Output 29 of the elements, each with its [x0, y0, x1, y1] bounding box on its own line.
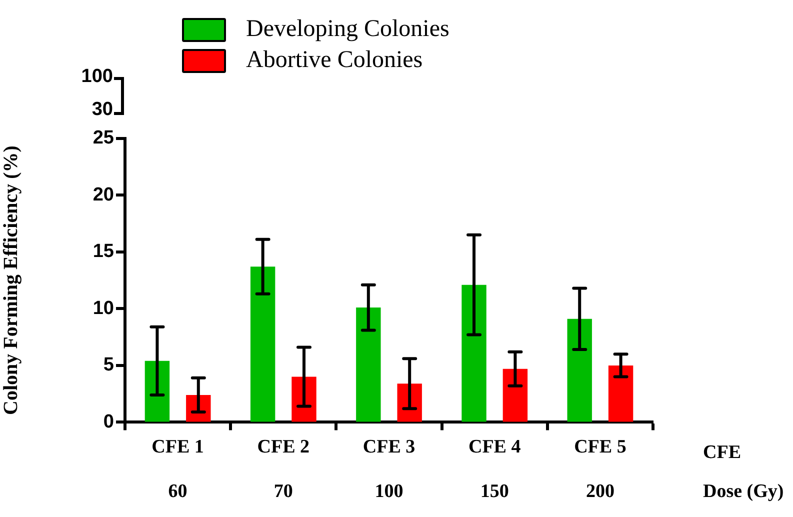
bar — [567, 318, 592, 422]
text: Dose (Gy) — [703, 481, 784, 502]
legend-label: Abortive Colonies — [246, 46, 423, 75]
y-tick-label: 20 — [92, 184, 114, 206]
text: 200 — [586, 481, 614, 502]
text: 30 — [92, 99, 113, 120]
bar — [502, 368, 528, 422]
y-tick-label: 5 — [103, 354, 114, 376]
y-tick-label: 0 — [103, 411, 114, 432]
text: CFE — [703, 442, 741, 464]
text: 70 — [274, 481, 293, 502]
bar — [608, 365, 634, 422]
y-tick-label: 25 — [92, 128, 114, 149]
x-tick-label: CFE 1 — [152, 436, 204, 458]
text: 100 — [81, 66, 113, 87]
bar — [356, 308, 381, 422]
x-tick-label: CFE 4 — [468, 436, 522, 458]
bar — [462, 284, 486, 422]
x-tick-label: CFE 5 — [574, 436, 626, 458]
y-axis-title: Colony Forming Efficiency (%) — [0, 146, 22, 416]
text: 60 — [168, 481, 188, 502]
x-tick-label: CFE 2 — [257, 436, 310, 458]
legend-label: Developing Colonies — [246, 15, 450, 44]
y-tick-label: 15 — [92, 241, 114, 262]
bar — [250, 266, 276, 422]
y-tick-label: 10 — [92, 298, 114, 319]
x-tick-label: CFE 3 — [362, 436, 416, 458]
text: 150 — [480, 481, 509, 502]
text: 100 — [374, 481, 404, 502]
